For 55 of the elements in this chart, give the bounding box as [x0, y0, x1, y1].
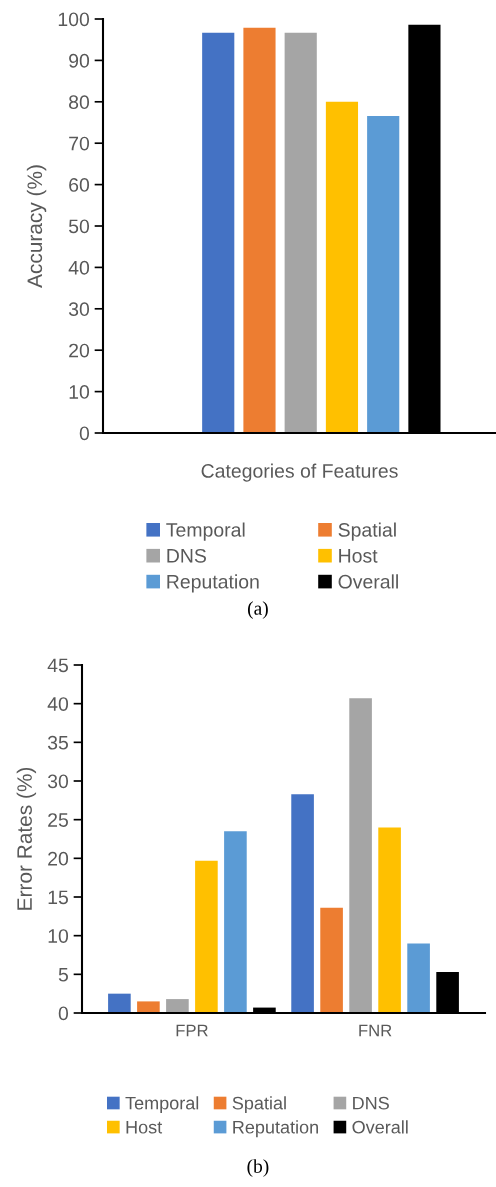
y-tick-label: 45	[47, 658, 68, 673]
y-tick-label: 70	[69, 136, 90, 151]
y-tick-label: 40	[68, 260, 90, 275]
bar	[367, 115, 400, 433]
legend-label: Temporal	[166, 522, 245, 541]
y-tick-label: 25	[48, 813, 68, 827]
text: (b)	[247, 1159, 269, 1177]
legend-label: Spatial	[338, 522, 396, 541]
y-tick-label: 40	[47, 697, 69, 711]
text: (a)	[247, 601, 268, 619]
y-tick-label: 20	[69, 343, 90, 358]
bar	[243, 27, 276, 433]
y-tick-label: 50	[68, 219, 90, 234]
bar	[108, 993, 131, 1013]
bar	[378, 827, 401, 1013]
bar	[349, 698, 372, 1013]
y-axis-title: Error Rates (%)	[16, 767, 37, 910]
y-tick-label: 90	[69, 53, 90, 68]
legend-label: Spatial	[232, 1096, 286, 1114]
bar	[291, 794, 314, 1013]
bar	[325, 101, 359, 433]
legend-label: DNS	[353, 1096, 389, 1110]
y-tick-label: 10	[69, 385, 90, 399]
bar	[195, 860, 218, 1013]
legend-label: Host	[339, 549, 378, 563]
bar	[407, 943, 430, 1013]
legend-label: Host	[126, 1120, 163, 1134]
legend-label: Reputation	[167, 574, 259, 593]
y-tick-label: 30	[47, 774, 69, 789]
y-tick-label: 80	[69, 95, 90, 110]
y-tick-label: 30	[68, 302, 90, 317]
bar	[284, 32, 317, 433]
y-tick-label: 0	[79, 426, 90, 441]
y-tick-label: 10	[48, 929, 69, 943]
legend-label: Temporal	[125, 1096, 199, 1114]
y-tick-label: 15	[48, 890, 68, 905]
legend-label: Overall	[338, 574, 398, 589]
legend-label: Reputation	[233, 1120, 318, 1138]
y-tick-label: 35	[47, 735, 68, 750]
y-tick-label: 20	[48, 851, 69, 866]
x-tick-label: FNR	[359, 1024, 392, 1037]
x-tick-label: FPR	[176, 1024, 208, 1037]
bar	[202, 32, 235, 433]
legend-label: Overall	[352, 1120, 408, 1134]
y-tick-label: 60	[69, 178, 90, 192]
bar	[224, 831, 247, 1013]
y-tick-label: 100	[58, 12, 90, 27]
y-axis-title: Accuracy (%)	[26, 165, 47, 288]
bar	[166, 999, 189, 1013]
x-axis-title: Categories of Features	[201, 463, 398, 482]
bar	[137, 1001, 160, 1013]
legend-label: DNS	[167, 548, 206, 563]
y-tick-label: 0	[58, 1006, 69, 1021]
y-tick-label: 5	[58, 968, 68, 982]
bar	[320, 907, 343, 1013]
